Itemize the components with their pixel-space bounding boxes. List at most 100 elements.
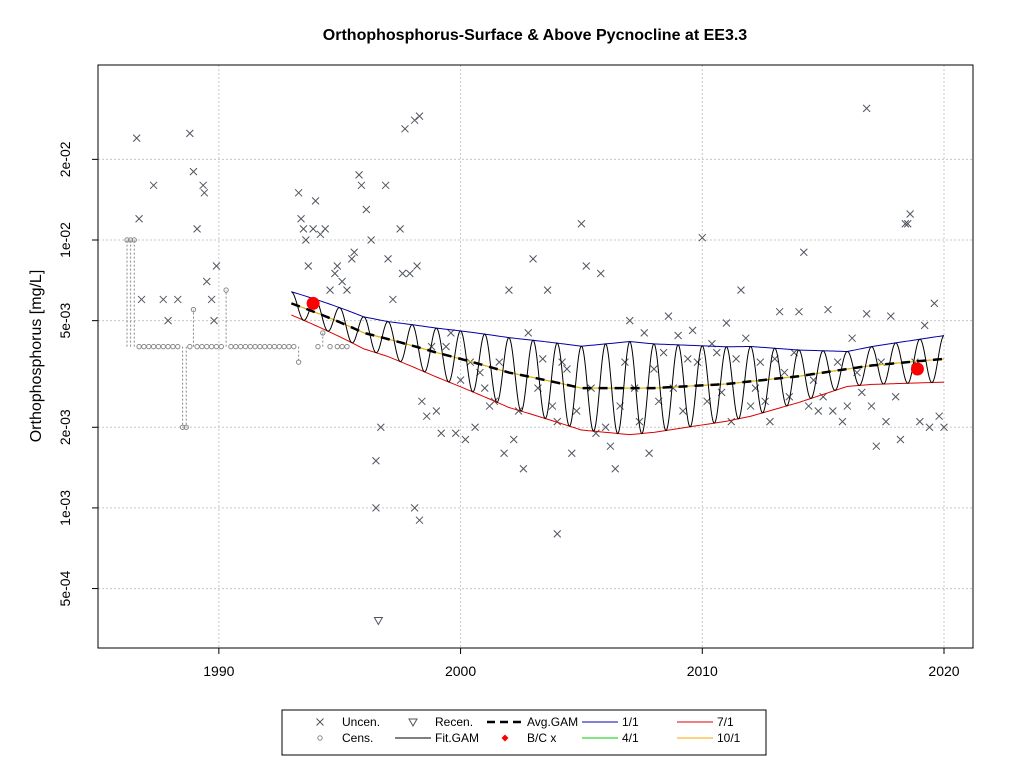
uncensored-point: [906, 210, 915, 218]
uncensored-point: [664, 312, 673, 320]
censored-point: [281, 343, 287, 350]
censored-point: [175, 343, 181, 350]
censored-point: [257, 343, 263, 350]
y-tick-label: 5e-04: [57, 570, 73, 606]
gam-10-1-line: [291, 302, 945, 389]
uncensored-point: [567, 449, 576, 458]
y-tick-label: 2e-02: [57, 141, 73, 177]
uncensored-point: [199, 181, 207, 190]
uncensored-point: [538, 355, 547, 363]
uncensored-point: [814, 407, 823, 415]
baseline-current-point: [910, 362, 924, 376]
uncensored-point: [828, 407, 837, 415]
censored-point: [150, 343, 157, 350]
uncensored-point: [596, 269, 605, 278]
uncensored-point: [698, 233, 707, 242]
fit-gam-line: [291, 291, 945, 435]
uncensored-point: [418, 397, 426, 406]
uncensored-point: [401, 124, 409, 133]
uncensored-point: [347, 255, 356, 263]
uncensored-point: [149, 181, 158, 190]
uncensored-point: [200, 188, 209, 197]
legend-label: Cens.: [342, 731, 373, 745]
uncensored-point: [563, 365, 571, 373]
uncensored-point: [915, 417, 924, 426]
legend-label: Recen.: [435, 715, 473, 729]
uncensored-point: [872, 442, 881, 451]
plot-frame: [97, 64, 974, 649]
uncensored-point: [132, 134, 141, 142]
uncensored-point: [376, 423, 385, 432]
uncensored-point: [645, 449, 653, 458]
uncensored-point: [688, 326, 697, 335]
uncensored-point: [722, 319, 731, 327]
uncensored-point: [333, 262, 342, 270]
uncensored-point: [577, 219, 586, 228]
uncensored-point: [529, 255, 537, 263]
censored-point: [124, 237, 130, 243]
uncensored-point: [621, 358, 629, 367]
censored-point: [199, 343, 205, 350]
legend-label: 10/1: [717, 731, 741, 745]
uncensored-point: [135, 214, 143, 223]
censored-point: [127, 237, 134, 243]
uncensored-point: [442, 342, 450, 351]
y-tick-label: 5e-03: [57, 303, 73, 339]
uncensored-point: [405, 269, 414, 278]
censored-point: [286, 343, 292, 350]
uncensored-point: [732, 355, 740, 363]
uncensored-point: [640, 329, 649, 337]
censored-point: [334, 343, 340, 350]
y-tick-label: 2e-03: [57, 409, 73, 445]
uncensored-point: [389, 295, 397, 304]
legend-label: 7/1: [717, 715, 734, 729]
uncensored-point: [398, 269, 407, 278]
uncensored-point: [553, 417, 562, 426]
y-axis-label: Orthophosphorus [mg/L]: [28, 270, 45, 443]
uncensored-point: [207, 295, 216, 304]
uncensored-point: [519, 464, 528, 473]
uncensored-point: [896, 435, 905, 444]
uncensored-point: [302, 236, 310, 244]
uncensored-point: [843, 402, 852, 410]
uncensored-point: [543, 286, 552, 294]
censored-point: [237, 343, 244, 350]
uncensored-point: [940, 423, 948, 432]
uncensored-point: [795, 307, 803, 316]
grid: [98, 65, 973, 648]
uncensored-point: [804, 402, 813, 410]
uncensored-point: [309, 225, 317, 233]
uncensored-point: [611, 464, 620, 473]
uncensored-point: [321, 225, 330, 233]
uncensored-point: [785, 392, 794, 401]
uncensored-point: [297, 214, 305, 223]
censored-point: [141, 343, 147, 350]
legend-uncensored-marker: [316, 718, 324, 726]
uncensored-point: [819, 392, 827, 401]
uncensored-point: [824, 305, 832, 314]
uncensored-point: [930, 299, 939, 308]
uncensored-point: [355, 171, 363, 179]
censored-point: [190, 306, 197, 313]
censored-point: [183, 424, 189, 430]
censored-point: [170, 343, 176, 350]
censored-point: [228, 343, 234, 350]
censored-point: [223, 287, 229, 293]
uncensored-point: [848, 334, 856, 343]
censored-point: [252, 343, 258, 350]
uncensored-point: [480, 384, 489, 392]
legend-label: Fit.GAM: [435, 731, 479, 745]
uncensored-point: [925, 423, 934, 432]
uncensored-point: [572, 407, 581, 415]
censored-point: [327, 343, 333, 350]
uncensored-point: [650, 365, 658, 373]
legend-recensored-marker: [408, 718, 418, 728]
uncensored-point: [867, 402, 876, 410]
uncensored-point: [857, 388, 866, 397]
censored-point: [136, 343, 142, 350]
uncensored-point: [466, 358, 475, 367]
legend-label: Avg.GAM: [527, 715, 578, 729]
censored-point: [266, 343, 273, 350]
censored-point: [160, 343, 166, 350]
uncensored-point: [659, 348, 668, 357]
